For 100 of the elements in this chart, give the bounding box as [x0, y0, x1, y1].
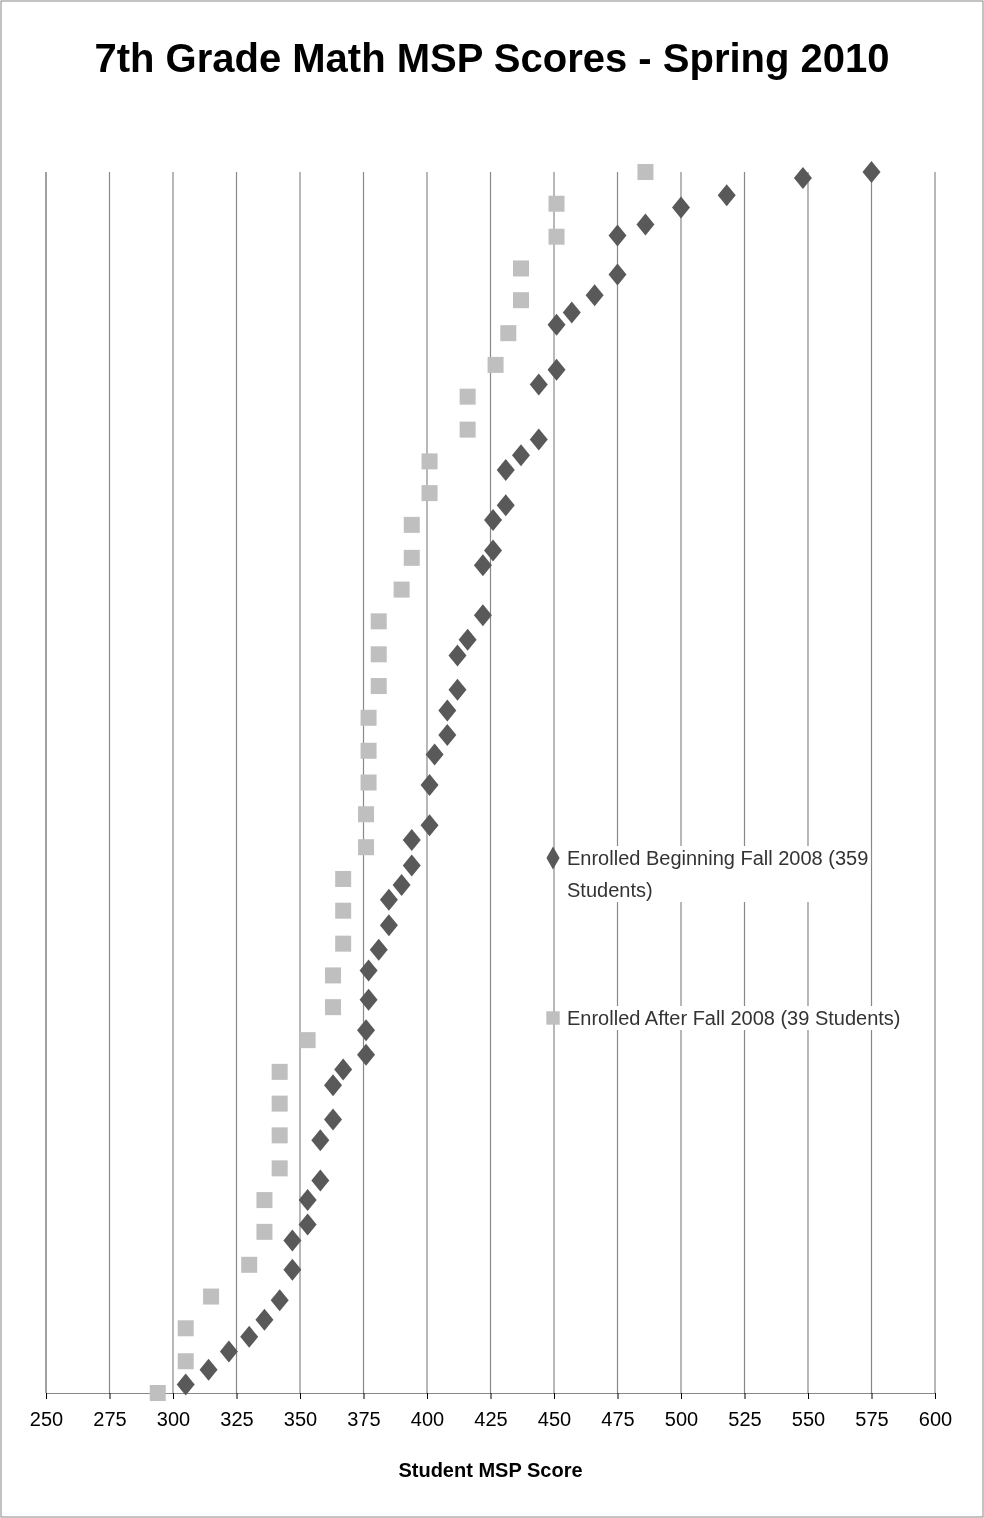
x-tick-label: 325 — [220, 1408, 254, 1430]
point — [199, 1358, 218, 1381]
point — [360, 709, 377, 726]
point — [324, 1108, 343, 1131]
point — [637, 164, 654, 180]
x-tick-label: 350 — [283, 1408, 318, 1430]
point — [357, 1043, 376, 1066]
point — [487, 356, 504, 373]
point — [219, 1340, 238, 1363]
point — [529, 373, 548, 396]
point — [529, 428, 548, 451]
point — [547, 358, 566, 381]
point — [360, 774, 377, 791]
point — [459, 388, 476, 405]
point — [420, 773, 439, 796]
chart-title: 7th Grade Math MSP Scores - Spring 2010 — [94, 36, 890, 80]
point — [334, 1058, 353, 1081]
point — [608, 224, 627, 247]
point — [547, 313, 566, 336]
point — [473, 554, 492, 577]
point — [496, 494, 515, 517]
point — [862, 161, 881, 183]
point — [379, 888, 398, 911]
point — [448, 678, 467, 701]
point — [403, 549, 420, 566]
x-tick-label: 425 — [474, 1408, 508, 1430]
point — [311, 1169, 330, 1192]
point — [325, 967, 342, 984]
x-tick-label: 250 — [29, 1408, 64, 1430]
point — [270, 1289, 289, 1312]
point — [459, 421, 476, 438]
point — [358, 839, 375, 856]
point — [298, 1213, 317, 1236]
point — [271, 1095, 288, 1112]
point — [496, 458, 515, 481]
point — [393, 581, 410, 598]
point — [283, 1258, 302, 1281]
point — [420, 814, 439, 837]
point — [357, 1019, 376, 1042]
point — [512, 260, 529, 277]
point — [608, 263, 627, 286]
legend-label: Enrolled Beginning Fall 2008 (359 Students) — [567, 847, 869, 901]
point — [283, 1229, 302, 1252]
x-tick-label: 550 — [791, 1408, 826, 1430]
point — [311, 1129, 330, 1152]
x-tick-label: 475 — [601, 1408, 635, 1430]
point — [717, 184, 736, 207]
point — [271, 1160, 288, 1177]
point — [448, 644, 467, 667]
point — [636, 213, 655, 236]
point — [176, 1373, 195, 1396]
point — [255, 1308, 274, 1331]
point — [500, 325, 517, 342]
x-tick-label: 600 — [918, 1408, 953, 1430]
point — [793, 167, 812, 190]
point — [358, 806, 375, 823]
point — [177, 1320, 194, 1337]
point — [299, 1032, 316, 1049]
point — [402, 828, 421, 851]
point — [512, 292, 529, 309]
point — [484, 539, 503, 562]
point — [203, 1288, 220, 1305]
point — [511, 444, 530, 467]
point — [370, 613, 387, 630]
x-tick-label: 400 — [410, 1408, 445, 1430]
point — [672, 196, 690, 219]
point — [379, 914, 398, 937]
point — [585, 284, 604, 307]
x-tick-label: 450 — [537, 1408, 572, 1430]
point — [240, 1325, 259, 1348]
point — [325, 999, 342, 1016]
point — [438, 723, 457, 746]
point — [425, 743, 444, 766]
x-tick-label: 375 — [347, 1408, 381, 1430]
x-tick-label: 300 — [156, 1408, 191, 1430]
point — [298, 1189, 317, 1212]
x-tick-label: 525 — [728, 1408, 762, 1430]
point — [403, 516, 420, 533]
point — [402, 854, 421, 877]
point — [458, 628, 477, 651]
point — [369, 938, 388, 961]
point — [335, 870, 352, 887]
point — [359, 988, 378, 1011]
point — [324, 1074, 343, 1097]
point — [256, 1192, 273, 1209]
point — [548, 228, 565, 245]
point — [370, 646, 387, 663]
point — [177, 1353, 194, 1370]
point — [359, 959, 378, 982]
x-axis-title: Student MSP Score — [398, 1459, 583, 1481]
point — [473, 604, 492, 627]
x-tick-label: 575 — [855, 1408, 889, 1430]
point — [271, 1127, 288, 1144]
point — [360, 742, 377, 759]
point — [149, 1385, 166, 1401]
point — [562, 301, 581, 324]
legend-label: Enrolled After Fall 2008 (39 Students) — [567, 1007, 901, 1029]
point — [335, 902, 352, 919]
x-tick-label: 500 — [664, 1408, 699, 1430]
point — [370, 678, 387, 695]
